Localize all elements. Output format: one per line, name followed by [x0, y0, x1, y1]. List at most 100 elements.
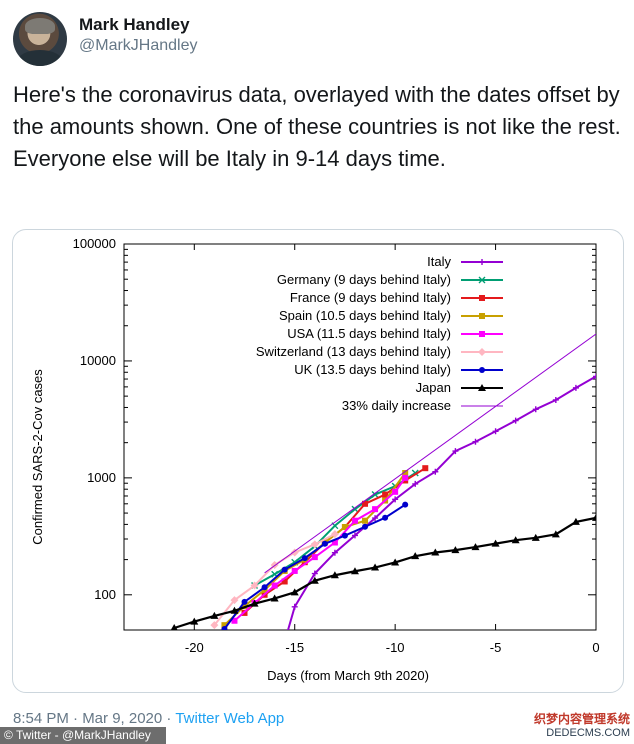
legend-swatch-marker	[479, 259, 485, 265]
x-tick-label: 0	[592, 640, 599, 655]
data-point-series-0	[331, 549, 338, 556]
data-point-series-4	[231, 617, 238, 624]
legend-swatch-marker	[479, 331, 485, 337]
data-point-series-4	[372, 506, 379, 513]
data-point-series-6	[362, 523, 369, 530]
legend-label: Italy	[427, 254, 451, 269]
data-point-series-0	[432, 468, 439, 475]
author-handle[interactable]: @MarkJHandley	[79, 37, 198, 54]
data-point-series-4	[291, 567, 298, 574]
data-point-series-7	[190, 617, 199, 625]
avatar[interactable]	[13, 12, 67, 66]
data-point-series-7	[310, 576, 319, 584]
watermark: 织梦内容管理系统 DEDECMS.COM	[534, 712, 630, 740]
data-point-series-4	[351, 517, 358, 524]
data-point-series-7	[391, 558, 400, 566]
author-name[interactable]: Mark Handley	[79, 15, 190, 34]
x-tick-label: -20	[185, 640, 204, 655]
data-point-series-0	[452, 448, 459, 455]
data-point-series-0	[593, 373, 596, 380]
legend-label: Germany (9 days behind Italy)	[277, 272, 451, 287]
data-point-series-5	[210, 621, 219, 630]
data-point-series-7	[230, 606, 239, 614]
legend-label: USA (11.5 days behind Italy)	[287, 326, 451, 341]
data-point-series-4	[311, 554, 318, 561]
data-point-series-2	[281, 578, 288, 585]
legend-swatch-marker	[479, 313, 485, 319]
data-point-series-6	[321, 540, 328, 547]
data-point-series-7	[531, 533, 540, 541]
plot-area	[170, 333, 596, 630]
tweet-media[interactable]: -20 -15 -10 -5 0 100 1000 10000 100000 Days (from…	[12, 229, 624, 693]
data-point-series-6	[221, 625, 228, 630]
data-point-series-1	[371, 491, 379, 499]
data-point-series-7	[471, 543, 480, 551]
data-point-series-0	[351, 532, 358, 539]
data-point-series-0	[512, 417, 519, 424]
legend-label: France (9 days behind Italy)	[290, 290, 451, 305]
data-point-series-0	[291, 603, 298, 610]
chart: -20 -15 -10 -5 0 100 1000 10000 100000 Days (from…	[30, 236, 600, 683]
data-point-series-6	[402, 501, 409, 508]
data-point-series-0	[552, 396, 559, 403]
data-point-series-0	[492, 428, 499, 435]
series-line-7	[173, 516, 596, 630]
data-point-series-0	[472, 438, 479, 445]
series-line-3	[223, 472, 406, 626]
data-point-series-7	[491, 539, 500, 547]
data-point-series-7	[592, 513, 596, 521]
y-axis-label: Confirmed SARS-2-Cov cases	[30, 369, 45, 545]
legend-label: 33% daily increase	[342, 398, 451, 413]
x-axis-label: Days (from March 9th 2020)	[267, 668, 429, 683]
watermark-line2: DEDECMS.COM	[546, 727, 630, 739]
data-point-series-0	[412, 480, 419, 487]
legend-swatch-marker	[478, 276, 486, 284]
data-point-series-3	[362, 517, 369, 524]
series-line-8	[264, 333, 596, 574]
data-point-series-0	[311, 570, 318, 577]
y-tick-label: 100	[94, 587, 116, 602]
watermark-line1: 织梦内容管理系统	[533, 712, 630, 726]
legend-swatch-marker	[479, 367, 485, 373]
data-point-series-6	[281, 566, 288, 573]
data-point-series-7	[270, 594, 279, 602]
data-point-series-3	[221, 622, 228, 629]
data-point-series-5	[330, 530, 339, 539]
data-point-series-2	[422, 465, 429, 472]
data-point-series-7	[431, 548, 440, 556]
avatar-shoulders	[17, 50, 63, 66]
data-point-series-6	[341, 532, 348, 539]
image-credit: © Twitter - @MarkJHandley	[0, 727, 166, 744]
plot-frame	[123, 243, 597, 631]
x-tick-label: -5	[490, 640, 502, 655]
data-point-series-7	[511, 536, 520, 544]
legend-swatch-marker	[479, 295, 485, 301]
data-point-series-1	[351, 505, 359, 513]
legend-label: Switzerland (13 days behind Italy)	[256, 344, 451, 359]
data-point-series-5	[250, 581, 259, 590]
legend-swatch-marker	[478, 384, 486, 391]
y-tick-label: 10000	[80, 353, 116, 368]
data-point-series-0	[392, 496, 399, 503]
data-point-series-4	[402, 474, 409, 481]
data-point-series-2	[362, 500, 369, 507]
data-point-series-7	[451, 546, 460, 554]
data-point-series-3	[341, 524, 348, 531]
data-point-series-7	[290, 588, 299, 596]
data-point-series-2	[382, 491, 389, 498]
data-point-series-5	[310, 540, 319, 549]
legend-swatch-marker	[478, 348, 486, 356]
data-point-series-7	[411, 552, 420, 560]
data-point-series-6	[301, 555, 308, 562]
series-line-4	[233, 477, 407, 622]
data-point-series-5	[230, 596, 239, 605]
data-point-series-4	[271, 582, 278, 589]
source-app-link[interactable]: Twitter Web App	[175, 710, 285, 727]
tweet-timestamp[interactable]: 8:54 PM · Mar 9, 2020 ·	[13, 710, 176, 727]
data-point-series-3	[402, 470, 409, 477]
data-point-series-6	[382, 514, 389, 521]
data-point-series-4	[392, 488, 399, 495]
data-point-series-7	[571, 517, 580, 525]
data-point-series-5	[290, 548, 299, 557]
data-point-series-7	[330, 571, 339, 579]
